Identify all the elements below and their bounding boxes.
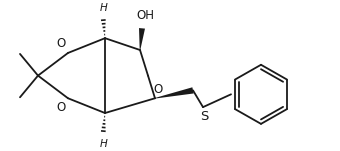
Text: S: S [200, 110, 208, 123]
Polygon shape [139, 28, 145, 50]
Text: H: H [100, 3, 108, 13]
Text: OH: OH [136, 9, 154, 22]
Text: O: O [153, 84, 162, 96]
Text: O: O [57, 37, 66, 50]
Polygon shape [155, 87, 194, 99]
Text: H: H [100, 139, 108, 149]
Text: O: O [57, 101, 66, 114]
